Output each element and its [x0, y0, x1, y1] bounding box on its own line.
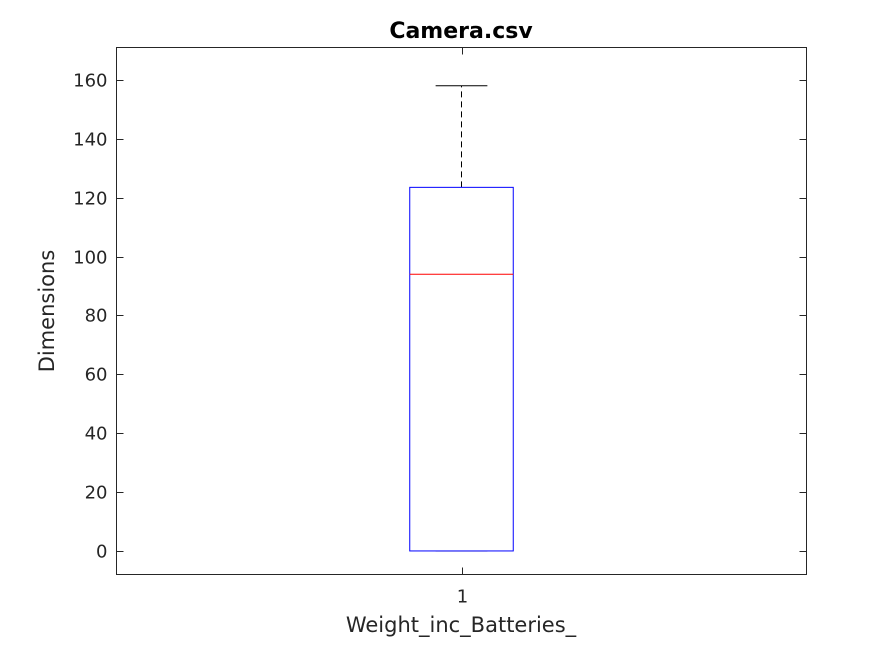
chart-title: Camera.csv: [389, 19, 533, 44]
box-iqr: [409, 186, 514, 552]
plot-area-frame: [116, 47, 807, 575]
x-axis-label: Weight_inc_Batteries_: [346, 613, 577, 638]
box-series: [409, 85, 514, 552]
y-tick-label: 100: [73, 248, 107, 269]
x-axis-ticks: 1: [457, 47, 468, 608]
y-tick-label: 80: [85, 306, 108, 327]
y-tick-label: 0: [96, 542, 107, 563]
y-tick-label: 60: [85, 365, 108, 386]
x-tick-label: 1: [457, 587, 468, 608]
y-tick-label: 40: [85, 424, 108, 445]
y-tick-label: 160: [73, 71, 107, 92]
y-tick-label: 140: [73, 130, 107, 151]
y-axis-label: Dimensions: [35, 250, 59, 373]
y-tick-label: 120: [73, 189, 107, 210]
y-axis-ticks: 0 20 40 60 80 100 120 140 160: [73, 71, 807, 563]
y-tick-label: 20: [85, 483, 108, 504]
